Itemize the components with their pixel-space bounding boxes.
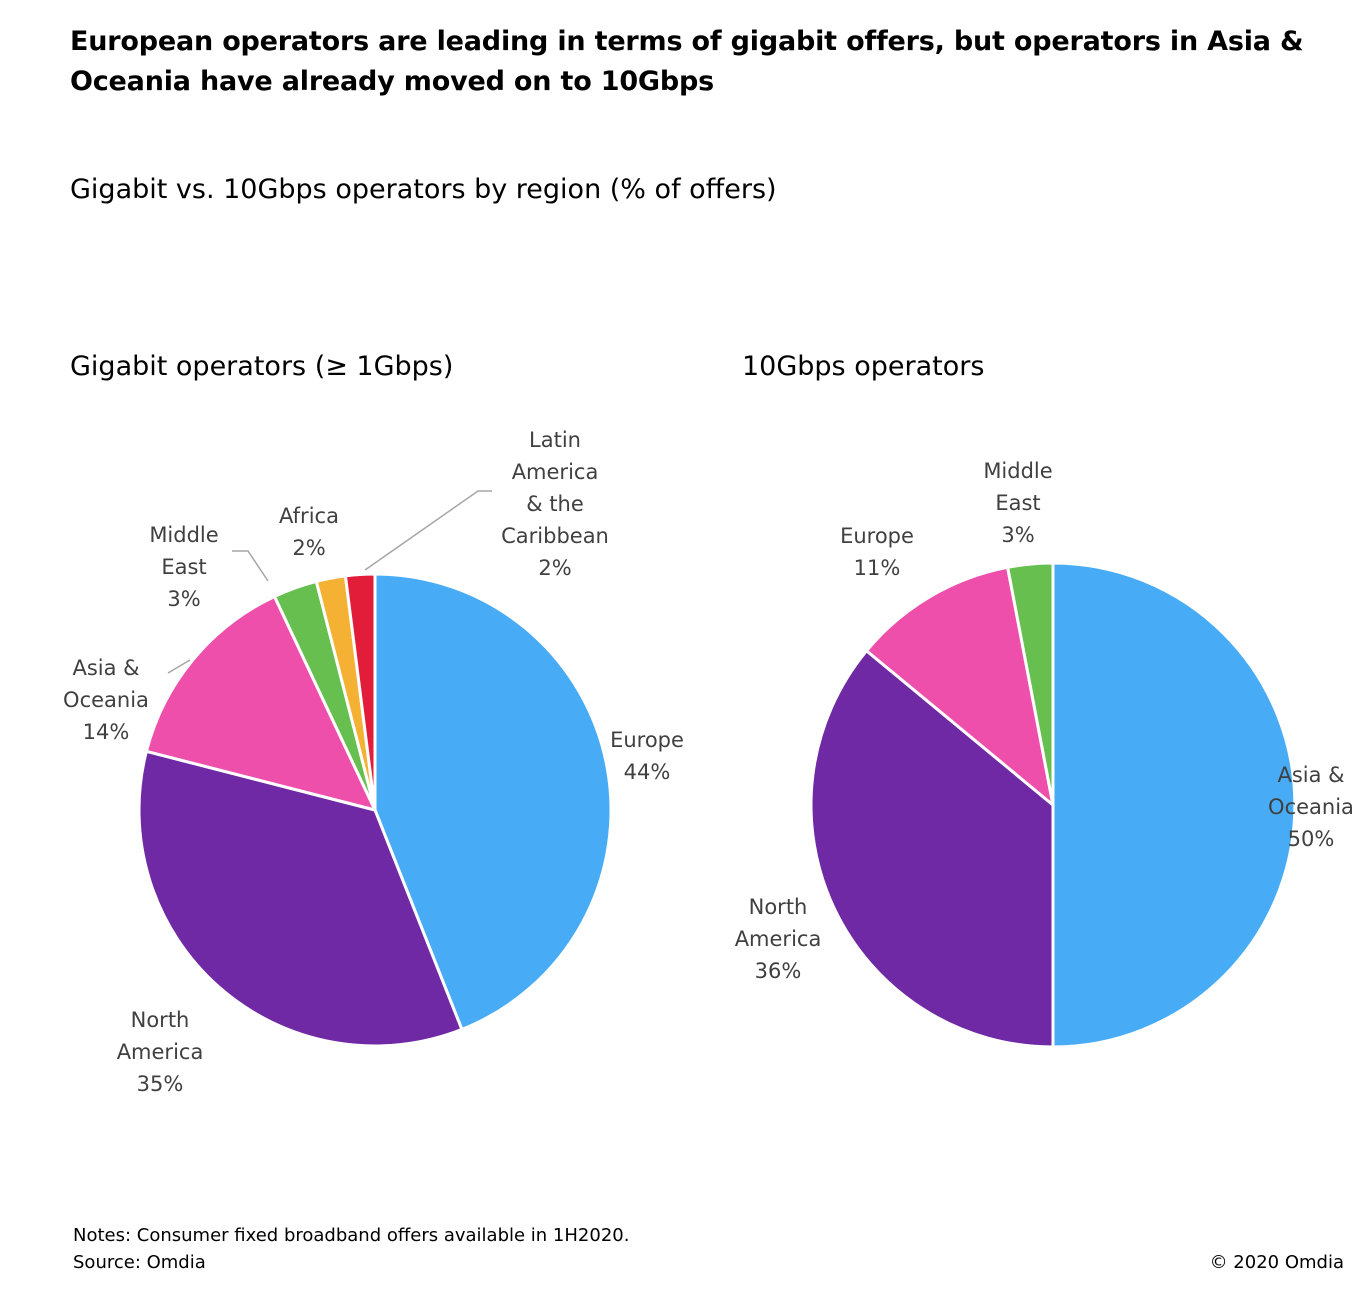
leader-line-latin-america-and-the-caribbean [364,490,492,571]
data-label-asia-and-oceania: Asia & Oceania 50% [1268,763,1354,851]
pie-slice-north-america [809,649,1055,1049]
source-line: Source: Omdia [73,1252,206,1273]
tengig-pie: Asia & Oceania 50% North America 36% Europe 11%… [735,459,1354,1049]
gigabit-pie: Europe 44% North America 35% Asia & Oceania 14%… [63,428,684,1096]
pie-slice-north-america [137,749,464,1048]
pie-slice-europe [373,572,613,1031]
data-label-north-america: North America 36% [735,895,822,983]
notes-line: Notes: Consumer fixed broadband offers a… [73,1225,630,1246]
data-label-middle-east: Middle East 3% [149,523,218,611]
data-label-asia-and-oceania: Asia & Oceania 14% [63,656,149,744]
pie-slice-asia-and-oceania [1051,561,1297,1049]
pie-slice-asia-and-oceania [144,594,377,812]
data-label-north-america: North America 35% [117,1008,204,1096]
leader-line-asia-and-oceania [167,659,191,674]
gigabit-chart-title: Gigabit operators (≥ 1Gbps) [70,351,454,382]
data-label-middle-east: Middle East 3% [983,459,1052,547]
data-label-europe: Europe 11% [840,524,914,580]
pie-slice-latin-america-and-the-caribbean [343,572,377,812]
headline: European operators are leading in terms … [70,26,1304,97]
copyright: © 2020 Omdia [1209,1252,1344,1273]
tengig-chart-title: 10Gbps operators [742,351,985,382]
leader-line-middle-east [232,550,269,582]
pie-slice-europe [865,565,1055,807]
data-label-europe: Europe 44% [610,728,684,784]
data-label-africa: Africa 2% [279,504,339,560]
notes: Notes: Consumer fixed broadband offers a… [73,1222,629,1276]
pie-slice-middle-east [1006,561,1055,807]
data-label-latin-america-and-the-caribbean: Latin America & the Caribbean 2% [501,428,609,580]
chart-subtitle: Gigabit vs. 10Gbps operators by region (… [70,174,777,205]
